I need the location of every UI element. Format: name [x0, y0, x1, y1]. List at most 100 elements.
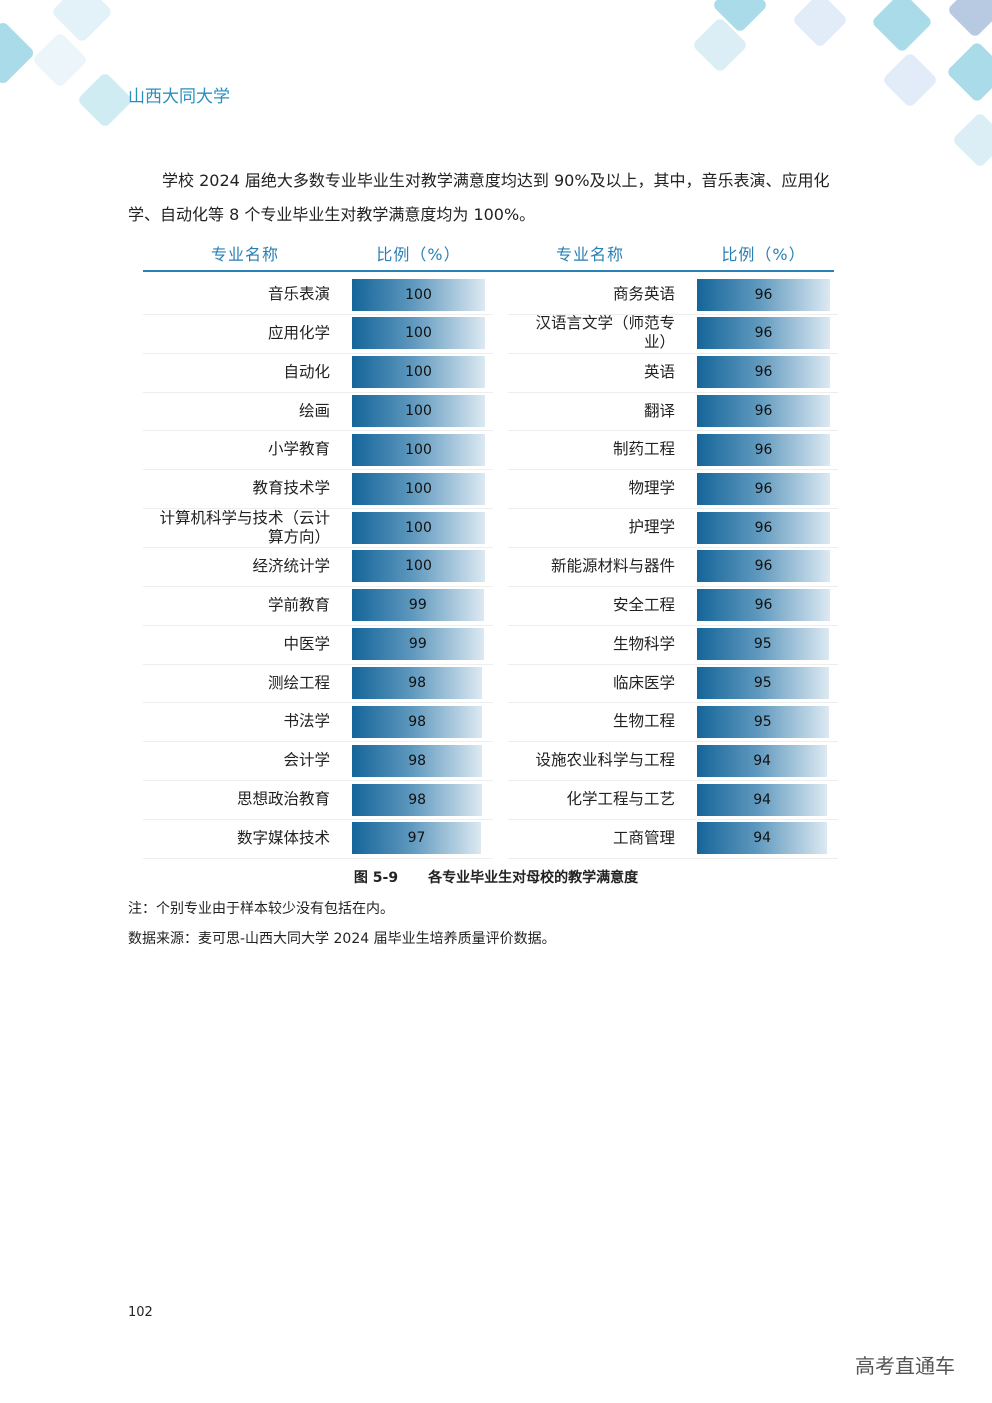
- bar: [352, 550, 485, 583]
- major-name: 制药工程: [612, 440, 675, 459]
- major-name: 自动化: [283, 362, 330, 381]
- major-name: 安全工程: [612, 595, 675, 614]
- row-separator: [143, 780, 493, 782]
- row-separator: [508, 391, 838, 393]
- bar: [697, 511, 830, 544]
- decoration: [0, 0, 992, 166]
- table-header: 比例（%）: [721, 245, 806, 264]
- value-label: 96: [754, 441, 773, 458]
- row-separator: [143, 313, 493, 315]
- paragraph: 学校 2024 届绝大多数专业毕业生对教学满意度均达到 90%及以上，其中，音乐…: [128, 171, 830, 224]
- bar: [697, 628, 829, 661]
- major-name: 英语: [643, 362, 675, 381]
- major-name: 护理学: [628, 518, 675, 537]
- major-name: 工商管理: [612, 828, 675, 847]
- bar: [352, 317, 485, 350]
- row-separator: [508, 741, 838, 743]
- row-separator: [508, 546, 838, 548]
- bar: [352, 278, 485, 311]
- row-separator: [508, 624, 838, 626]
- bar: [352, 744, 483, 777]
- value-label: 100: [405, 286, 432, 303]
- major-name: 音乐表演: [267, 285, 330, 303]
- bar: [697, 822, 828, 855]
- major-name: 生物科学: [612, 634, 675, 653]
- caption-title: 各专业毕业生对母校的教学满意度: [428, 870, 639, 886]
- row-separator: [508, 430, 838, 432]
- major-name: 生物工程: [612, 712, 675, 731]
- bar: [352, 783, 483, 816]
- value-label: 99: [408, 597, 427, 614]
- bar: [697, 472, 830, 505]
- bar: [697, 550, 830, 583]
- major-name: 临床医学: [612, 673, 675, 692]
- major-name: 会计学: [283, 751, 330, 770]
- bar: [352, 628, 484, 661]
- row-separator: [508, 663, 838, 665]
- watermark: 高考直通车: [855, 1354, 955, 1378]
- bar: [352, 705, 483, 738]
- major-name: 绘画: [298, 401, 330, 420]
- major-name: 设施农业科学与工程: [535, 751, 675, 770]
- value-label: 97: [407, 830, 426, 847]
- bar: [697, 395, 830, 428]
- major-name: 学前教育: [267, 595, 330, 614]
- bar: [697, 744, 828, 777]
- row-separator: [143, 624, 493, 626]
- bar: [697, 278, 830, 311]
- bar: [352, 822, 481, 855]
- row-separator: [143, 663, 493, 665]
- caption: 图 5-9 各专业毕业生对母校的教学满意度: [0, 867, 992, 887]
- row-separator: [143, 508, 493, 510]
- table-header: 比例（%）: [376, 245, 461, 264]
- value-label: 95: [753, 636, 772, 653]
- bar: [352, 433, 485, 466]
- major-name: 教育技术学: [252, 479, 330, 498]
- value-label: 95: [753, 675, 772, 691]
- row-separator: [508, 585, 838, 587]
- major-name: 经济统计学: [252, 556, 330, 575]
- bar: [697, 317, 830, 350]
- header-title: 山西大同大学: [128, 87, 230, 107]
- row-separator: [143, 352, 493, 354]
- row-separator: [143, 585, 493, 587]
- major-name: 小学教育: [267, 440, 330, 459]
- page-number: 102: [128, 1305, 153, 1320]
- value-label: 99: [408, 636, 427, 653]
- value-label: 100: [405, 519, 432, 536]
- value-label: 96: [754, 597, 773, 614]
- value-label: 100: [405, 441, 432, 458]
- header-rule: [143, 270, 834, 272]
- bar: [697, 433, 830, 466]
- row-separator: [143, 857, 493, 859]
- major-name: 思想政治教育: [236, 790, 330, 809]
- caption-number: 图 5-9: [353, 870, 399, 886]
- major-name: 物理学: [628, 479, 675, 498]
- value-label: 96: [754, 480, 773, 497]
- major-name: 计算机科学与技术（云计算方向）: [159, 508, 330, 546]
- value-label: 96: [754, 325, 773, 342]
- bar: [352, 667, 483, 699]
- bar: [352, 356, 485, 389]
- value-label: 96: [754, 286, 773, 303]
- value-label: 100: [405, 480, 432, 497]
- row-separator: [143, 469, 493, 471]
- value-label: 96: [754, 364, 773, 381]
- major-name: 新能源材料与器件: [550, 556, 675, 575]
- value-label: 94: [753, 752, 772, 769]
- bar: [352, 395, 485, 428]
- value-label: 98: [408, 713, 427, 730]
- bar: [697, 589, 830, 622]
- bar: [697, 356, 830, 389]
- row-separator: [143, 818, 493, 820]
- row-separator: [508, 508, 838, 510]
- value-label: 96: [754, 403, 773, 420]
- bar: [352, 589, 484, 622]
- bar: [697, 705, 829, 738]
- row-separator: [508, 469, 838, 471]
- major-name: 书法学: [283, 712, 330, 731]
- row-separator: [143, 702, 493, 704]
- value-label: 95: [753, 713, 772, 730]
- value-label: 98: [408, 675, 427, 691]
